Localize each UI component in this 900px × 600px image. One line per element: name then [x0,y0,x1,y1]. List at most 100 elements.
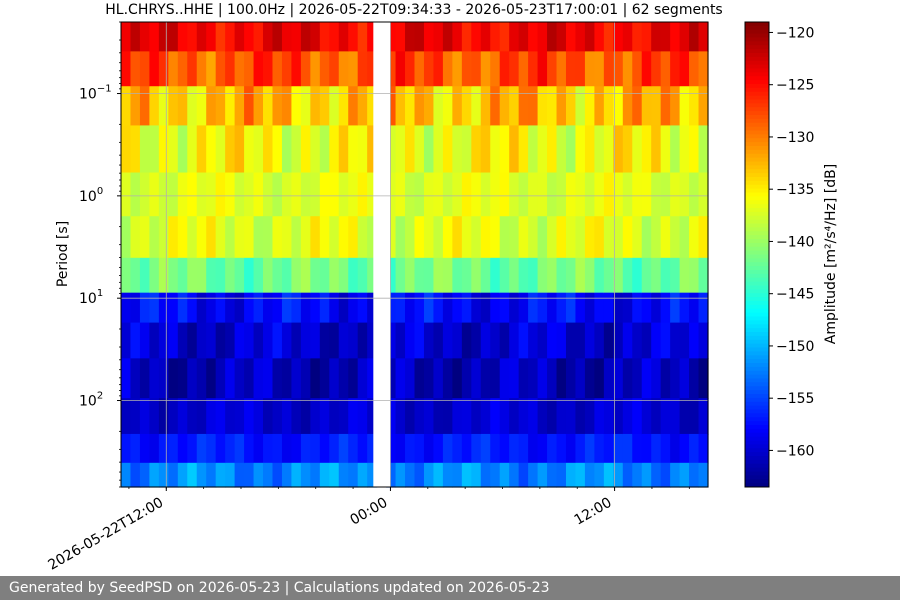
heatmap-cell [215,292,226,324]
heatmap-cell [490,22,501,52]
heatmap-cell [518,86,529,127]
heatmap-cell [253,51,264,87]
colorbar-segment [745,242,769,248]
heatmap-cell [584,358,595,399]
heatmap-cell [300,86,311,127]
heatmap-cell [263,462,274,488]
heatmap-cell [660,398,671,435]
heatmap-cell [158,398,169,435]
colorbar-segment [745,95,769,100]
heatmap-cell [480,322,491,359]
heatmap-cell [206,322,217,359]
heatmap-cell [215,172,226,217]
heatmap-cell [603,216,614,259]
heatmap-cell [660,462,671,488]
heatmap-cell [395,125,406,174]
heatmap-cell [281,216,293,259]
heatmap-cell [272,433,283,464]
heatmap-cell [471,358,482,399]
heatmap-cell [565,358,577,399]
heatmap-cell [632,125,643,174]
heatmap-cell [575,462,586,488]
heatmap-cell [395,172,406,217]
heatmap-cell [594,358,605,399]
heatmap-cell [319,322,330,359]
heatmap-cell [689,216,700,259]
heatmap-cell [386,51,397,87]
colorbar-segment [745,397,769,403]
heatmap-cell [651,216,662,259]
heatmap-cell [139,257,151,294]
heatmap-cell [329,257,340,294]
heatmap-cell [537,172,548,217]
heatmap-cell [499,322,510,359]
heatmap-cell [121,172,132,217]
heatmap-cell [423,51,435,87]
heatmap-cell [234,22,245,52]
heatmap-cell [196,51,207,87]
heatmap-cell [139,172,151,217]
heatmap-cell [149,172,160,217]
heatmap-cell [253,322,264,359]
heatmap-cell [641,292,652,324]
heatmap-cell [461,398,472,435]
colorbar-segment [745,378,769,383]
heatmap-cell [613,86,624,127]
heatmap-cell [168,86,179,127]
heatmap-cell [670,462,681,488]
heatmap-cell [263,257,274,294]
x-tick-label: 2026-05-22T12:00 [45,495,166,574]
heatmap-cell [225,322,236,359]
heatmap-cell [272,216,283,259]
heatmap-cell [528,398,539,435]
heatmap-cell [405,358,416,399]
heatmap-cell [225,22,236,52]
heatmap-cell [575,86,586,127]
heatmap-cell [622,398,633,435]
heatmap-cell [641,51,652,87]
heatmap-cell [319,257,330,294]
heatmap-cell [121,433,132,464]
heatmap-cell [206,462,217,488]
heatmap-cell [452,51,463,87]
heatmap-cell [300,51,311,87]
heatmap-cell [509,86,520,127]
heatmap-cell [651,433,662,464]
colorbar-segment [745,277,769,283]
heatmap-cell [490,51,501,87]
heatmap-cell [244,292,255,324]
colorbar-segment [745,335,769,341]
colorbar-segment [745,301,769,306]
heatmap-cell [490,398,501,435]
heatmap-cell [594,125,605,174]
heatmap-cell [584,257,595,294]
heatmap-cell [528,257,539,294]
heatmap-cell [632,433,643,464]
heatmap-cell [291,398,302,435]
heatmap-cell [300,257,311,294]
colorbar-segment [745,239,769,244]
heatmap-cell [632,398,643,435]
heatmap-cell [641,125,652,174]
heatmap-cell [244,86,255,127]
colorbar-segment [745,149,769,155]
heatmap-cell [565,462,577,488]
heatmap-cell [206,86,217,127]
heatmap-cell [310,125,321,174]
heatmap-cell [670,86,681,127]
heatmap-cell [423,22,435,52]
colorbar-segment [745,219,769,224]
heatmap-cell [348,125,359,174]
heatmap-cell [405,433,416,464]
heatmap-cell [537,51,548,87]
colorbar-segment [745,246,769,252]
heatmap-cell [395,216,406,259]
heatmap-cell [603,398,614,435]
heatmap-cell [641,322,652,359]
heatmap-cell [367,257,378,294]
heatmap-cell [234,358,245,399]
heatmap-cell [632,292,643,324]
heatmap-cell [395,462,406,488]
heatmap-cell [357,51,368,87]
heatmap-cell [442,462,453,488]
